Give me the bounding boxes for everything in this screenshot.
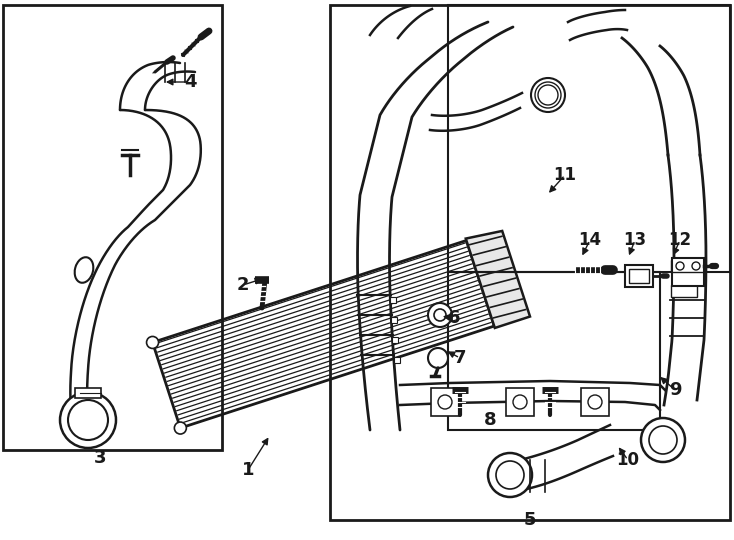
Circle shape	[488, 453, 532, 497]
Polygon shape	[153, 240, 494, 428]
Text: 11: 11	[553, 166, 576, 184]
Text: 3: 3	[94, 449, 106, 467]
Circle shape	[60, 392, 116, 448]
Polygon shape	[430, 93, 522, 131]
FancyBboxPatch shape	[506, 388, 534, 416]
Text: 6: 6	[448, 309, 460, 327]
Text: 13: 13	[623, 231, 647, 249]
Text: 8: 8	[484, 411, 496, 429]
Text: 2: 2	[237, 276, 250, 294]
Circle shape	[641, 418, 685, 462]
Polygon shape	[120, 62, 195, 110]
Text: 14: 14	[578, 231, 602, 249]
FancyBboxPatch shape	[625, 265, 653, 287]
Text: 12: 12	[669, 231, 691, 249]
FancyBboxPatch shape	[672, 258, 704, 286]
Text: 1: 1	[241, 461, 254, 479]
Circle shape	[428, 348, 448, 368]
Circle shape	[428, 303, 452, 327]
Text: 5: 5	[524, 511, 537, 529]
FancyBboxPatch shape	[390, 297, 396, 303]
FancyBboxPatch shape	[671, 260, 697, 272]
Polygon shape	[357, 22, 513, 430]
Polygon shape	[466, 231, 530, 328]
FancyBboxPatch shape	[431, 388, 459, 416]
Text: 7: 7	[454, 349, 466, 367]
Polygon shape	[568, 10, 627, 40]
Polygon shape	[520, 425, 613, 490]
FancyBboxPatch shape	[671, 285, 697, 297]
FancyBboxPatch shape	[75, 388, 101, 398]
FancyBboxPatch shape	[391, 317, 397, 323]
Polygon shape	[664, 155, 706, 405]
Text: 4: 4	[184, 73, 196, 91]
Polygon shape	[70, 110, 201, 418]
Circle shape	[147, 336, 159, 348]
Text: 9: 9	[669, 381, 681, 399]
Circle shape	[531, 78, 565, 112]
Polygon shape	[370, 6, 432, 38]
FancyBboxPatch shape	[581, 388, 609, 416]
FancyBboxPatch shape	[394, 357, 400, 363]
Text: 10: 10	[617, 451, 639, 469]
Polygon shape	[400, 381, 665, 410]
Polygon shape	[622, 38, 700, 155]
Circle shape	[175, 422, 186, 434]
FancyBboxPatch shape	[393, 337, 399, 343]
